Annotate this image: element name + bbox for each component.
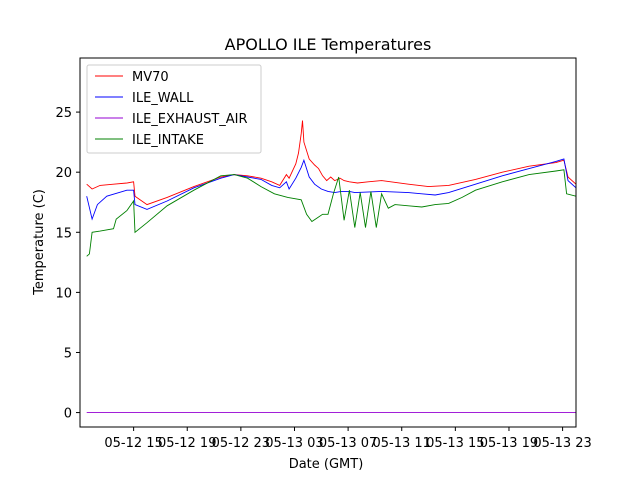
x-tick-label: 05-12 19 [158, 436, 216, 451]
legend-label: MV70 [132, 70, 169, 85]
series-layer [86, 120, 576, 414]
x-tick-label: 05-13 03 [265, 436, 323, 451]
x-tick-label: 05-13 15 [426, 436, 484, 451]
legend: MV70 ILE_WALL ILE_EXHAUST_AIR ILE_INTAKE [86, 64, 262, 154]
legend-label: ILE_EXHAUST_AIR [132, 112, 248, 127]
y-tick-label: 15 [55, 226, 72, 241]
legend-label: ILE_INTAKE [132, 133, 204, 148]
y-axis-label: Temperature (C) [32, 189, 47, 296]
y-tick-label: 10 [55, 286, 72, 301]
chart-title: APOLLO ILE Temperatures [225, 35, 432, 54]
y-axis-ticks: 0 5 10 15 20 25 [55, 106, 80, 422]
x-tick-label: 05-13 23 [533, 436, 591, 451]
series-line-mv70 [86, 120, 576, 206]
series-line-ile-intake [86, 169, 576, 257]
x-tick-label: 05-13 11 [373, 436, 431, 451]
x-tick-label: 05-13 07 [319, 436, 377, 451]
x-tick-label: 05-12 15 [104, 436, 162, 451]
y-tick-label: 5 [64, 346, 72, 361]
legend-label: ILE_WALL [132, 91, 194, 106]
legend-box [86, 64, 262, 154]
x-tick-label: 05-12 23 [212, 436, 270, 451]
x-tick-label: 05-13 19 [480, 436, 538, 451]
series-line-ile-wall [86, 158, 576, 221]
y-tick-label: 25 [55, 106, 72, 121]
y-tick-label: 0 [64, 407, 72, 422]
x-axis-label: Date (GMT) [289, 457, 364, 472]
plot-frame [79, 57, 577, 428]
y-tick-label: 20 [55, 166, 72, 181]
